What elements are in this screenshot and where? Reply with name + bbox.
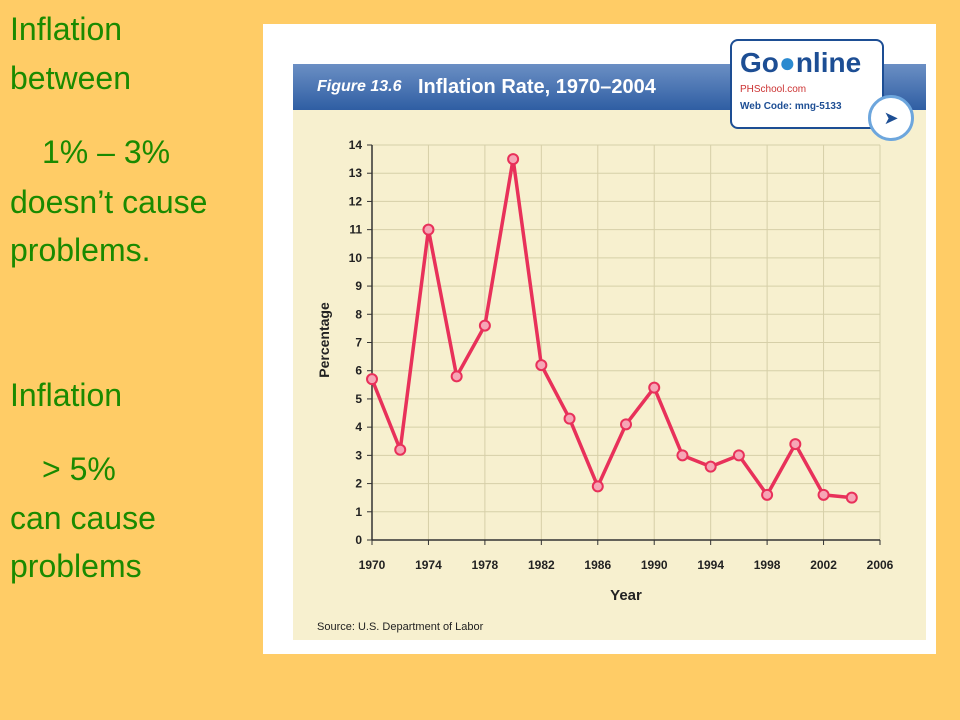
x-tick-label: 1982	[528, 558, 555, 572]
y-tick-label: 13	[349, 166, 363, 180]
x-tick-label: 1970	[359, 558, 386, 572]
y-tick-label: 1	[355, 505, 362, 519]
y-tick-label: 14	[349, 138, 363, 152]
y-tick-label: 12	[349, 194, 363, 208]
go-online-logo: Go●nline	[740, 47, 861, 79]
go-online-badge[interactable]: Go●nline PHSchool.com Web Code: mng-5133…	[730, 39, 914, 141]
y-tick-label: 10	[349, 251, 363, 265]
x-tick-label: 1998	[754, 558, 781, 572]
note-block2-line1: Inflation	[10, 377, 123, 413]
data-point	[366, 373, 378, 386]
go-online-logo-nline: nline	[795, 47, 862, 78]
badge-web-code: Web Code: mng-5133	[740, 101, 842, 112]
data-point	[563, 412, 576, 425]
y-tick-label: 5	[355, 392, 362, 406]
y-tick-label: 9	[355, 279, 362, 293]
x-axis-title: Year	[610, 587, 642, 604]
y-tick-label: 0	[355, 533, 362, 547]
data-point	[535, 359, 548, 372]
data-point	[591, 480, 604, 493]
x-tick-label: 1986	[584, 558, 611, 572]
note-block2-line2: > 5%	[42, 451, 116, 487]
y-axis-title: Percentage	[316, 302, 332, 378]
series-line	[370, 157, 852, 500]
data-point	[422, 223, 435, 236]
figure-title: Inflation Rate, 1970–2004	[418, 76, 656, 98]
data-point	[676, 449, 689, 462]
data-point	[817, 488, 830, 501]
y-tick-label: 4	[355, 420, 362, 434]
x-tick-label: 2002	[810, 558, 837, 572]
note-block1-line1: Inflation	[10, 11, 123, 47]
y-tick-label: 2	[355, 477, 362, 491]
y-tick-label: 11	[349, 223, 362, 237]
note-block2-line4: problems	[10, 548, 142, 584]
note-block2-line3: can cause	[10, 500, 156, 536]
data-point	[732, 449, 745, 462]
data-point	[789, 438, 802, 451]
data-point	[704, 460, 717, 473]
globe-icon: ●	[778, 47, 796, 78]
data-point	[507, 153, 520, 166]
data-point	[648, 381, 661, 394]
note-block1-line3: 1% – 3%	[42, 134, 171, 170]
cursor-icon: ➤	[868, 95, 914, 141]
data-point	[620, 418, 632, 431]
go-online-logo-go: Go	[740, 47, 779, 78]
figure-number: Figure 13.6	[317, 78, 402, 95]
y-tick-label: 7	[355, 336, 362, 350]
data-point	[761, 488, 774, 501]
data-point	[394, 443, 407, 456]
x-tick-label: 1974	[415, 558, 442, 572]
figure-source: Source: U.S. Department of Labor	[317, 621, 484, 633]
data-point	[845, 491, 858, 504]
chart-background	[293, 64, 926, 640]
x-tick-label: 2006	[867, 558, 894, 572]
x-tick-label: 1990	[641, 558, 668, 572]
note-block1-line2: between	[10, 60, 131, 96]
y-tick-label: 8	[355, 307, 362, 321]
badge-site: PHSchool.com	[740, 84, 807, 95]
y-tick-label: 6	[355, 364, 362, 378]
x-tick-label: 1978	[472, 558, 499, 572]
data-point	[450, 370, 463, 383]
x-tick-label: 1994	[697, 558, 724, 572]
data-point	[478, 319, 491, 332]
y-tick-label: 3	[355, 448, 362, 462]
note-block1-line5: problems.	[10, 232, 151, 268]
note-block1-line4: doesn’t cause	[10, 184, 208, 220]
